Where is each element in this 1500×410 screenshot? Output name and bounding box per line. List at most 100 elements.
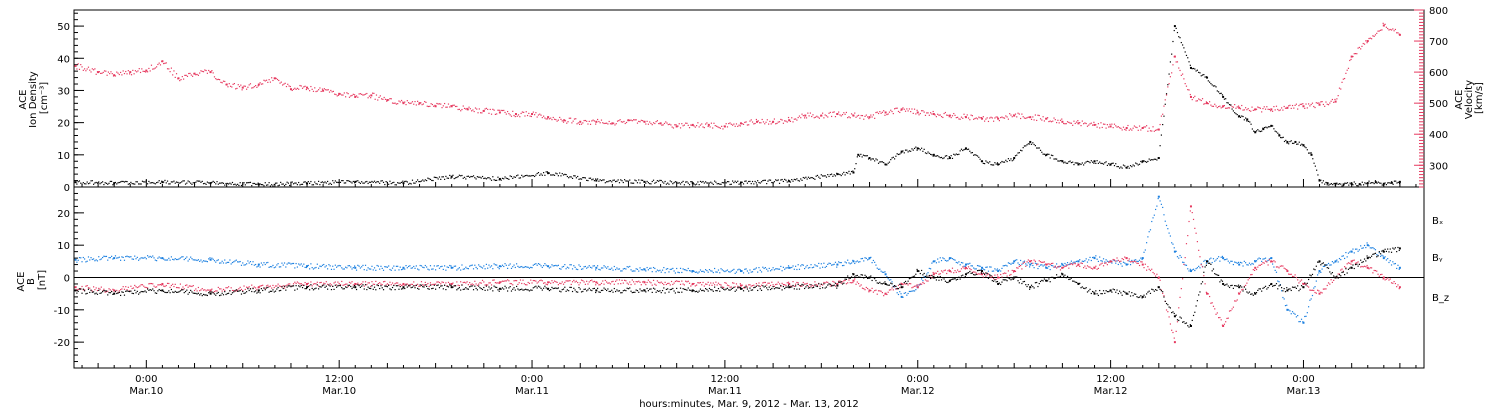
trace-point [967,263,970,265]
trace-point [1061,267,1063,269]
trace-point [688,184,691,186]
trace-point [358,93,360,95]
trace-point [184,183,187,185]
trace-point [1349,182,1351,184]
trace-point [827,263,829,266]
trace-point [871,158,873,160]
trace-point [697,181,699,183]
trace-point [337,265,339,267]
trace-point [518,177,520,179]
magnetic-tick-label: 10 [57,241,70,252]
trace-point [262,264,264,266]
trace-point [513,280,515,282]
trace-point [1000,162,1002,164]
trace-point [161,290,163,292]
data-point [1270,260,1273,263]
trace-point [1284,107,1287,109]
trace-point [738,268,740,270]
trace-point [1235,300,1237,302]
trace-point [377,99,379,101]
trace-point [1102,258,1105,260]
trace-point [156,66,158,68]
trace-point [801,285,803,287]
trace-point [755,182,757,184]
trace-point [1173,247,1175,249]
trace-point [255,85,257,87]
trace-point [1005,115,1007,117]
trace-point [1225,258,1227,261]
data-point [209,258,212,261]
trace-point [891,281,893,283]
trace-point [1239,291,1242,293]
trace-point [246,286,248,288]
trace-point [333,282,335,284]
data-point [1157,286,1160,289]
trace-point [1390,264,1393,266]
trace-point [934,260,936,262]
trace-point [728,122,730,125]
trace-point [564,264,566,266]
data-point [643,268,646,271]
trace-point [1119,127,1121,129]
trace-point [393,284,395,287]
trace-point [822,284,824,286]
trace-point [1115,125,1117,127]
trace-point [287,262,289,264]
trace-point [1344,257,1346,260]
time-tick-label: 0:00 [907,374,929,385]
trace-point [880,161,882,163]
trace-point [444,265,446,267]
trace-point [1146,125,1148,127]
trace-point [998,277,1000,279]
trace-point [555,118,557,121]
trace-point [1220,107,1222,109]
trace-point [938,261,940,263]
trace-point [1164,103,1166,105]
trace-point [640,119,642,121]
trace-point [553,280,556,282]
trace-point [1108,261,1110,263]
trace-point [850,113,853,115]
trace-point [899,111,901,114]
trace-point [104,291,106,293]
trace-point [183,180,185,182]
trace-point [361,181,363,183]
trace-point [426,179,428,182]
trace-point [996,274,999,276]
trace-point [446,266,448,268]
trace-point [408,265,410,268]
trace-point [1129,128,1132,130]
trace-point [339,285,342,287]
data-point [643,281,646,284]
trace-point [858,155,861,157]
trace-point [1385,278,1387,280]
trace-point [235,259,237,261]
trace-point [947,270,949,272]
trace-point [1171,329,1173,331]
trace-point [810,176,812,179]
trace-point [292,88,295,90]
trace-point [472,289,475,291]
trace-point [781,270,783,272]
data-point [916,147,919,150]
trace-point [1251,262,1253,265]
trace-point [664,281,666,283]
trace-point [754,268,756,270]
trace-point [1171,242,1173,244]
data-point [1238,292,1241,295]
trace-point [1291,104,1294,107]
trace-point [534,175,536,178]
trace-point [615,280,617,282]
trace-point [512,266,514,268]
trace-point [305,88,307,91]
trace-point [182,180,184,182]
trace-point [1299,144,1302,146]
trace-point [1374,34,1377,36]
trace-point [359,267,361,269]
trace-point [612,280,614,282]
trace-point [446,285,448,288]
trace-point [571,281,574,283]
trace-point [144,290,146,292]
trace-point [280,289,282,292]
trace-point [1194,95,1196,97]
